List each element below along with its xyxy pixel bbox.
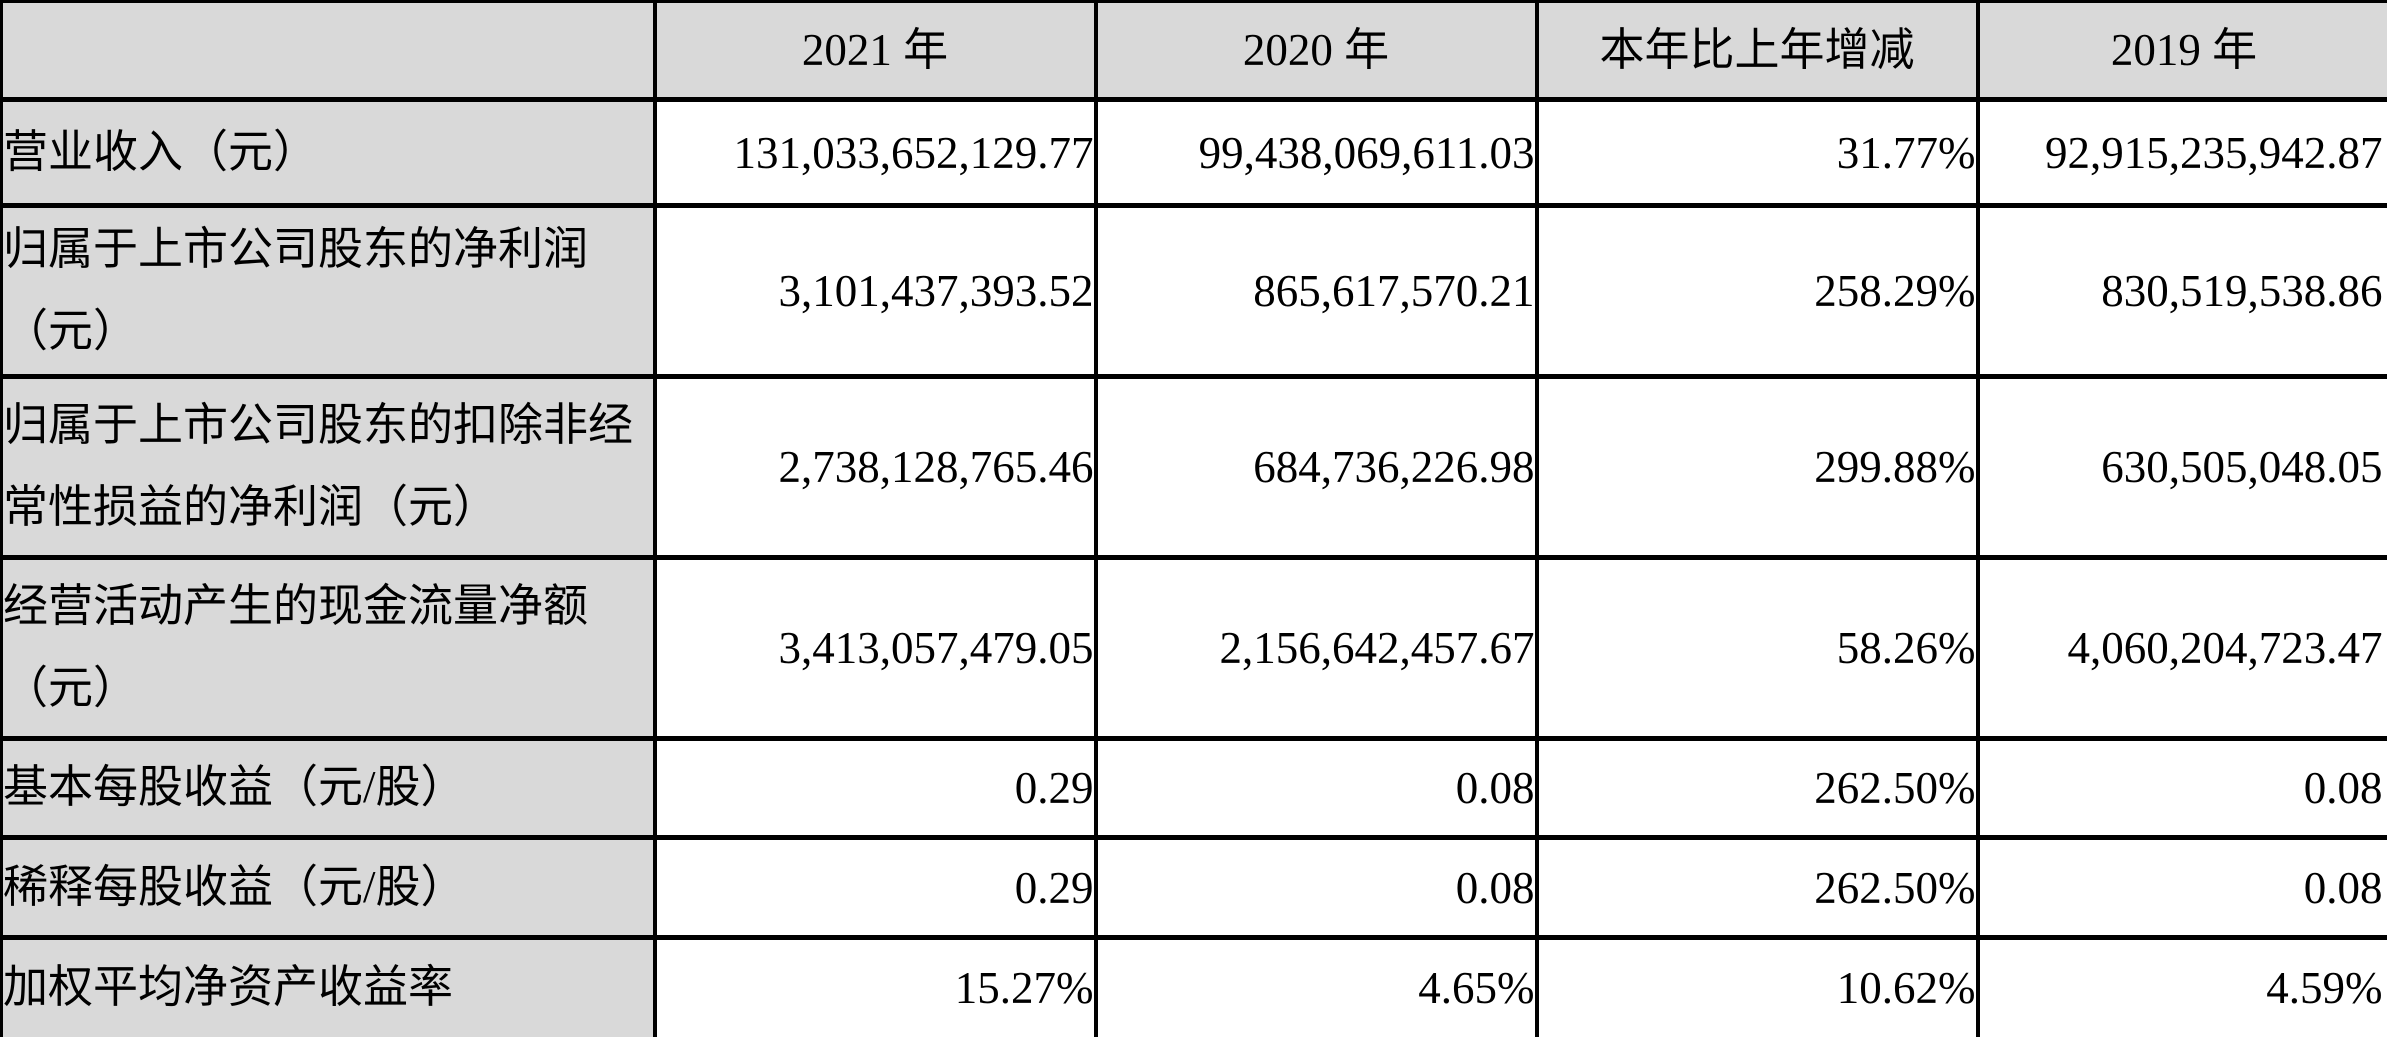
row-label: 经营活动产生的现金流量净额 （元） xyxy=(0,555,657,741)
row-label: 归属于上市公司股东的净利润 （元） xyxy=(0,203,657,379)
table-row: 稀释每股收益（元/股） 0.29 0.08 262.50% 0.08 xyxy=(0,835,2387,940)
cell-value: 262.50% xyxy=(1534,835,1980,940)
row-label: 基本每股收益（元/股） xyxy=(0,736,657,840)
cell-value: 4.65% xyxy=(1093,935,1539,1037)
cell-value: 684,736,226.98 xyxy=(1093,374,1539,560)
cell-value: 4.59% xyxy=(1975,935,2387,1037)
cell-value: 58.26% xyxy=(1534,555,1980,741)
cell-value: 31.77% xyxy=(1534,97,1980,208)
cell-value: 630,505,048.05 xyxy=(1975,374,2387,560)
cell-value: 865,617,570.21 xyxy=(1093,203,1539,379)
cell-value: 131,033,652,129.77 xyxy=(652,97,1098,208)
cell-value: 0.29 xyxy=(652,835,1098,940)
cell-value: 0.08 xyxy=(1975,835,2387,940)
cell-value: 2,738,128,765.46 xyxy=(652,374,1098,560)
row-label: 营业收入（元） xyxy=(0,97,657,208)
cell-value: 92,915,235,942.87 xyxy=(1975,97,2387,208)
cell-value: 299.88% xyxy=(1534,374,1980,560)
table-row: 加权平均净资产收益率 15.27% 4.65% 10.62% 4.59% xyxy=(0,935,2387,1037)
table-row: 经营活动产生的现金流量净额 （元） 3,413,057,479.05 2,156… xyxy=(0,555,2387,741)
header-row: 2021 年 2020 年 本年比上年增减 2019 年 xyxy=(0,0,2387,102)
corner-header-cell xyxy=(0,0,657,102)
cell-value: 0.29 xyxy=(652,736,1098,840)
cell-value: 2,156,642,457.67 xyxy=(1093,555,1539,741)
column-header-2021: 2021 年 xyxy=(652,0,1098,102)
table-row: 基本每股收益（元/股） 0.29 0.08 262.50% 0.08 xyxy=(0,736,2387,840)
cell-value: 0.08 xyxy=(1975,736,2387,840)
cell-value: 262.50% xyxy=(1534,736,1980,840)
cell-value: 0.08 xyxy=(1093,736,1539,840)
table-row: 归属于上市公司股东的净利润 （元） 3,101,437,393.52 865,6… xyxy=(0,203,2387,379)
cell-value: 3,101,437,393.52 xyxy=(652,203,1098,379)
cell-value: 830,519,538.86 xyxy=(1975,203,2387,379)
column-header-2019: 2019 年 xyxy=(1975,0,2387,102)
cell-value: 10.62% xyxy=(1534,935,1980,1037)
cell-value: 99,438,069,611.03 xyxy=(1093,97,1539,208)
cell-value: 4,060,204,723.47 xyxy=(1975,555,2387,741)
table-row: 归属于上市公司股东的扣除非经 常性损益的净利润（元） 2,738,128,765… xyxy=(0,374,2387,560)
row-label: 加权平均净资产收益率 xyxy=(0,935,657,1037)
row-label: 稀释每股收益（元/股） xyxy=(0,835,657,940)
row-label: 归属于上市公司股东的扣除非经 常性损益的净利润（元） xyxy=(0,374,657,560)
cell-value: 15.27% xyxy=(652,935,1098,1037)
cell-value: 258.29% xyxy=(1534,203,1980,379)
cell-value: 3,413,057,479.05 xyxy=(652,555,1098,741)
column-header-change: 本年比上年增减 xyxy=(1534,0,1980,102)
column-header-2020: 2020 年 xyxy=(1093,0,1539,102)
table-row: 营业收入（元） 131,033,652,129.77 99,438,069,61… xyxy=(0,97,2387,208)
cell-value: 0.08 xyxy=(1093,835,1539,940)
